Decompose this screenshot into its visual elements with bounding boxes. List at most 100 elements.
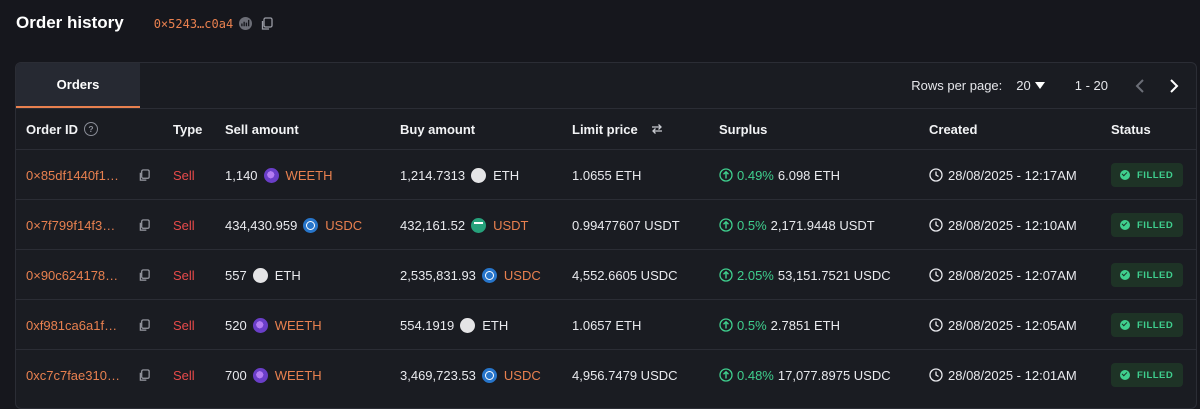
clock-icon [929, 268, 943, 282]
col-surplus: Surplus [719, 121, 768, 137]
check-circle-icon [1120, 170, 1130, 180]
copy-icon[interactable] [138, 368, 151, 382]
sell-token-icon [263, 167, 279, 183]
sell-token[interactable]: WEETH [285, 167, 333, 183]
caret-down-icon [1034, 82, 1045, 89]
limit-price: 4,956.7479 USDC [572, 367, 678, 383]
created-cell: 28/08/2025 - 12:01AM [929, 350, 1077, 400]
buy-token[interactable]: ETH [482, 317, 509, 333]
buy-amount: 2,535,831.93 [400, 267, 476, 283]
sell-token[interactable]: USDC [325, 217, 363, 233]
status-badge: FILLED [1111, 363, 1184, 387]
created-date: 28/08/2025 - 12:17AM [948, 167, 1077, 183]
next-page-button[interactable] [1162, 74, 1186, 98]
sell-token-icon [252, 267, 268, 283]
rows-per-page-select[interactable]: 20 [1016, 78, 1045, 93]
check-circle-icon [1120, 270, 1130, 280]
buy-token-icon [471, 217, 487, 233]
surplus-cell: 2.05% 53,151.7521 USDC [719, 250, 891, 300]
buy-token-icon [460, 317, 476, 333]
order-id-link[interactable]: 0xc7c7fae310… [26, 367, 120, 383]
table-row[interactable]: 0xf981ca6a1f… Sell 520 WEETH 554.1919 ET… [16, 299, 1196, 350]
copy-icon[interactable] [138, 318, 151, 332]
page-range: 1 - 20 [1074, 78, 1108, 93]
surplus-percent: 0.49% [737, 167, 774, 183]
order-id-link[interactable]: 0×7f799f14f3… [26, 217, 116, 233]
surplus-amount: 2,171.9448 USDT [770, 217, 875, 233]
table-row[interactable]: 0×85df1440f1… Sell 1,140 WEETH 1,214.731… [16, 149, 1196, 200]
swap-icon[interactable] [651, 123, 663, 135]
order-id-link[interactable]: 0×90c624178… [26, 267, 119, 283]
table-row[interactable]: 0×7f799f14f3… Sell 434,430.959 USDC 432,… [16, 199, 1196, 250]
prev-page-button[interactable] [1128, 74, 1152, 98]
account-address: 0×5243…c0a4 [154, 17, 274, 31]
limit-price: 4,552.6605 USDC [572, 267, 678, 283]
clock-icon [929, 168, 943, 182]
buy-amount-cell: 432,161.52 USDT [400, 200, 528, 250]
order-id-cell: 0xc7c7fae310… [26, 350, 150, 400]
help-icon[interactable]: ? [84, 122, 99, 136]
sell-amount-cell: 434,430.959 USDC [225, 200, 362, 250]
sell-token[interactable]: WEETH [274, 317, 322, 333]
buy-amount: 554.1919 [400, 317, 455, 333]
sell-token[interactable]: ETH [274, 267, 301, 283]
limit-price: 1.0657 ETH [572, 317, 642, 333]
check-circle-icon [1120, 220, 1130, 230]
clock-icon [929, 218, 943, 232]
table-row[interactable]: 0×90c624178… Sell 557 ETH 2,535,831.93 U… [16, 249, 1196, 300]
buy-token-icon [471, 167, 487, 183]
page-title: Order history [16, 13, 124, 32]
surplus-amount: 53,151.7521 USDC [777, 267, 891, 283]
table-row[interactable]: 0xc7c7fae310… Sell 700 WEETH 3,469,723.5… [16, 349, 1196, 400]
copy-icon[interactable] [138, 268, 151, 282]
check-circle-icon [1120, 370, 1130, 380]
buy-amount-cell: 2,535,831.93 USDC [400, 250, 541, 300]
sell-token-icon [303, 217, 319, 233]
col-limit-price-label: Limit price [572, 121, 638, 137]
buy-token[interactable]: USDT [493, 217, 529, 233]
surplus-percent: 0.5% [737, 317, 767, 333]
order-id-link[interactable]: 0×85df1440f1… [26, 167, 119, 183]
check-circle-icon [1120, 320, 1130, 330]
sell-amount: 434,430.959 [225, 217, 298, 233]
page-header: Order history 0×5243…c0a4 [16, 0, 274, 46]
buy-token[interactable]: USDC [503, 367, 541, 383]
address-link[interactable]: 0×5243…c0a4 [153, 16, 234, 31]
arrow-up-circle-icon [719, 268, 733, 282]
sell-amount-cell: 520 WEETH [225, 300, 322, 350]
status-text: FILLED [1137, 169, 1174, 181]
limit-price: 0.99477607 USDT [572, 217, 680, 233]
explorer-icon[interactable] [239, 17, 253, 30]
col-status: Status [1111, 121, 1151, 137]
status-badge: FILLED [1111, 313, 1184, 337]
surplus-percent: 2.05% [737, 267, 774, 283]
clock-icon [929, 318, 943, 332]
buy-amount: 432,161.52 [400, 217, 466, 233]
buy-token-icon [481, 367, 497, 383]
col-limit-price: Limit price [572, 109, 663, 149]
copy-icon[interactable] [138, 168, 151, 182]
sell-token[interactable]: WEETH [274, 367, 322, 383]
buy-token[interactable]: USDC [503, 267, 541, 283]
status-badge: FILLED [1111, 213, 1184, 237]
order-id-link[interactable]: 0xf981ca6a1f… [26, 317, 118, 333]
rows-per-page-value: 20 [1016, 78, 1031, 93]
created-cell: 28/08/2025 - 12:17AM [929, 150, 1077, 200]
sell-amount-cell: 700 WEETH [225, 350, 322, 400]
table-header: Order ID ? Type Sell amount Buy amount L… [16, 109, 1196, 149]
tab-orders[interactable]: Orders [16, 63, 140, 108]
surplus-amount: 2.7851 ETH [770, 317, 841, 333]
status-cell: FILLED [1111, 150, 1184, 200]
sell-amount: 1,140 [225, 167, 258, 183]
copy-address-icon[interactable] [260, 16, 274, 31]
created-date: 28/08/2025 - 12:10AM [948, 217, 1077, 233]
buy-amount-cell: 1,214.7313 ETH [400, 150, 519, 200]
created-cell: 28/08/2025 - 12:05AM [929, 300, 1077, 350]
copy-icon[interactable] [138, 218, 151, 232]
buy-token[interactable]: ETH [493, 167, 520, 183]
created-cell: 28/08/2025 - 12:10AM [929, 200, 1077, 250]
created-date: 28/08/2025 - 12:05AM [948, 317, 1077, 333]
arrow-up-circle-icon [719, 368, 733, 382]
buy-amount-cell: 3,469,723.53 USDC [400, 350, 541, 400]
status-text: FILLED [1137, 219, 1174, 231]
